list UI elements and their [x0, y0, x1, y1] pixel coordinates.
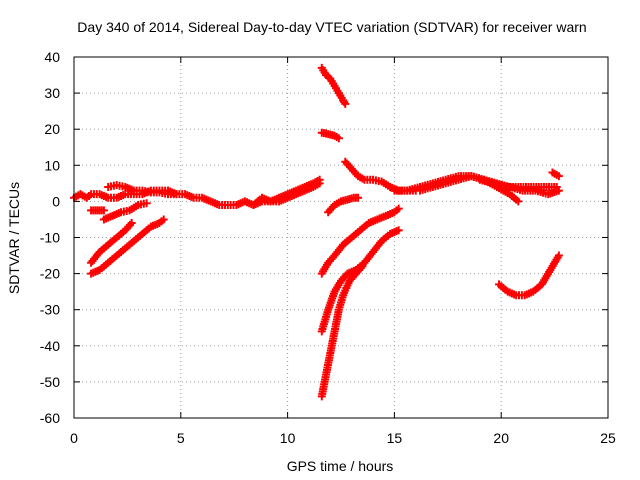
axis-ticks: 0 5 10 15 20 25 -60 -50 -40 -30 -20 -10 0 10 20 30 40: [40, 49, 616, 446]
x-tick-label: 0: [70, 430, 78, 446]
x-tick-label: 25: [600, 430, 616, 446]
series-arc-early-descent: [99, 199, 151, 224]
y-tick-label: 30: [44, 85, 60, 101]
data-point: [354, 193, 363, 202]
x-axis-label: GPS time / hours: [287, 458, 394, 474]
series-arc-hump-2: [249, 175, 324, 210]
y-tick-label: -20: [40, 266, 60, 282]
series-arc-rise-2: [87, 215, 168, 278]
data-point: [127, 219, 136, 228]
data-points: [70, 63, 563, 401]
series-arc-early-short: [87, 206, 108, 215]
series-arc-rise-1: [87, 219, 136, 267]
series-arc-small-dip: [324, 193, 363, 217]
series-arc-hump-1: [104, 181, 181, 199]
y-tick-label: 10: [44, 157, 60, 173]
y-tick-label: -60: [40, 410, 60, 426]
series-arc-deep-3: [317, 262, 367, 401]
data-point: [341, 99, 350, 108]
data-point: [99, 206, 108, 215]
x-tick-label: 15: [387, 430, 403, 446]
series-arc-late-peak: [548, 168, 563, 181]
x-tick-label: 5: [177, 430, 185, 446]
data-point: [554, 251, 563, 260]
y-tick-label: 20: [44, 121, 60, 137]
data-point: [552, 182, 561, 191]
data-point: [514, 197, 523, 206]
y-tick-label: 0: [52, 193, 60, 209]
data-point: [554, 172, 563, 181]
x-tick-label: 20: [493, 430, 509, 446]
data-point: [358, 262, 367, 271]
y-axis-label: SDTVAR / TECUs: [6, 182, 22, 294]
y-tick-label: -30: [40, 302, 60, 318]
y-tick-label: 40: [44, 49, 60, 65]
y-tick-label: -50: [40, 374, 60, 390]
x-tick-label: 10: [280, 430, 296, 446]
data-point: [142, 199, 151, 208]
y-tick-label: -10: [40, 230, 60, 246]
data-point: [394, 226, 403, 235]
data-point: [159, 215, 168, 224]
data-point: [172, 190, 181, 199]
data-point: [334, 134, 343, 143]
series-arc-deep-1: [317, 204, 403, 278]
series-arc-mid-peak: [317, 128, 343, 143]
chart-title: Day 340 of 2014, Sidereal Day-to-day VTE…: [77, 19, 586, 35]
series-arc-late-high: [475, 175, 561, 191]
series-arc-late-dip: [495, 251, 563, 300]
data-point: [315, 175, 324, 184]
y-tick-label: -40: [40, 338, 60, 354]
series-arc-high-peak: [317, 63, 350, 108]
grid-lines: [74, 57, 608, 418]
data-point: [394, 204, 403, 213]
